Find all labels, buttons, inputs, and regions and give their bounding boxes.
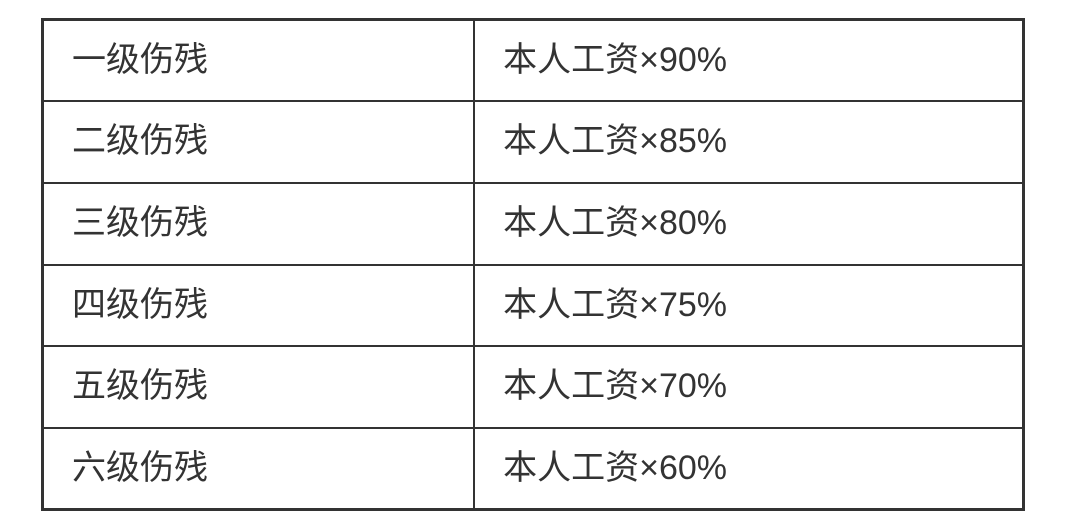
- table-row: 一级伤残 本人工资×90%: [43, 19, 1024, 101]
- level-cell: 一级伤残: [43, 19, 475, 101]
- formula-cell: 本人工资×70%: [474, 346, 1023, 428]
- level-cell: 二级伤残: [43, 101, 475, 183]
- table-row: 四级伤残 本人工资×75%: [43, 265, 1024, 347]
- table-row: 五级伤残 本人工资×70%: [43, 346, 1024, 428]
- formula-cell: 本人工资×80%: [474, 183, 1023, 265]
- level-cell: 六级伤残: [43, 428, 475, 510]
- table-row: 二级伤残 本人工资×85%: [43, 101, 1024, 183]
- table-row: 六级伤残 本人工资×60%: [43, 428, 1024, 510]
- level-cell: 四级伤残: [43, 265, 475, 347]
- level-cell: 三级伤残: [43, 183, 475, 265]
- formula-cell: 本人工资×85%: [474, 101, 1023, 183]
- disability-compensation-table: 一级伤残 本人工资×90% 二级伤残 本人工资×85% 三级伤残 本人工资×80…: [41, 18, 1025, 512]
- table: 一级伤残 本人工资×90% 二级伤残 本人工资×85% 三级伤残 本人工资×80…: [41, 18, 1025, 512]
- formula-cell: 本人工资×60%: [474, 428, 1023, 510]
- table-row: 三级伤残 本人工资×80%: [43, 183, 1024, 265]
- formula-cell: 本人工资×90%: [474, 19, 1023, 101]
- formula-cell: 本人工资×75%: [474, 265, 1023, 347]
- level-cell: 五级伤残: [43, 346, 475, 428]
